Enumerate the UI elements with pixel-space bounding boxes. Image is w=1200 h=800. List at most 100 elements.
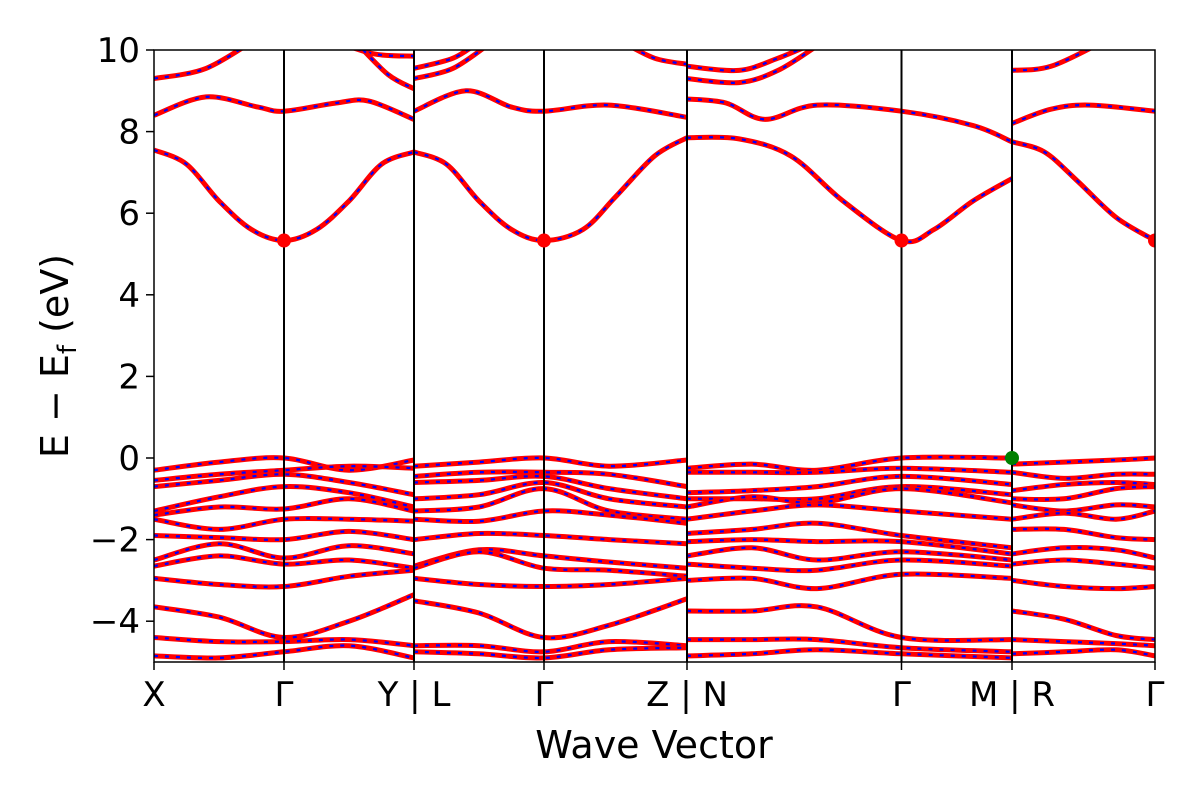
x-tick-label: Γ bbox=[535, 675, 554, 715]
band-line-overlay bbox=[154, 50, 242, 80]
band-line-overlay bbox=[686, 558, 1013, 572]
band-line-overlay bbox=[1011, 481, 1155, 492]
band-line-overlay bbox=[1011, 103, 1155, 125]
band-line-overlay bbox=[1011, 527, 1155, 541]
band-line-overlay bbox=[154, 554, 415, 570]
y-axis-ticks: −4 −2 0 2 4 6 8 10 bbox=[90, 31, 154, 642]
band-line-overlay bbox=[413, 470, 688, 488]
band-line-overlay bbox=[686, 538, 1013, 555]
x-tick-label: Z | N bbox=[646, 675, 728, 715]
band-line bbox=[413, 50, 486, 82]
x-tick-label: Γ bbox=[1146, 675, 1165, 715]
y-tick-label: 2 bbox=[118, 357, 140, 397]
cbm-marker bbox=[277, 233, 291, 248]
band-line bbox=[1011, 608, 1155, 643]
band-line bbox=[631, 50, 688, 67]
band-lines bbox=[154, 50, 1155, 661]
band-line-overlay bbox=[413, 577, 688, 588]
y-tick-label: 10 bbox=[97, 31, 140, 71]
band-line bbox=[413, 508, 688, 526]
band-line-overlay bbox=[1011, 485, 1155, 501]
cbm-marker bbox=[1148, 233, 1155, 248]
band-line-overlay bbox=[1011, 503, 1155, 513]
band-line bbox=[1011, 508, 1155, 522]
x-tick-label: M | R bbox=[969, 675, 1055, 715]
cbm-marker bbox=[537, 233, 551, 248]
band-line-overlay bbox=[154, 517, 415, 531]
y-axis-label-main: E − E bbox=[33, 354, 77, 458]
band-line bbox=[413, 596, 688, 641]
band-line bbox=[1011, 139, 1155, 243]
band-line-overlay bbox=[686, 50, 813, 84]
cbm-marker bbox=[894, 233, 909, 248]
x-axis-label: Wave Vector bbox=[535, 723, 773, 767]
band-line bbox=[686, 502, 1013, 522]
y-tick-label: 0 bbox=[118, 439, 140, 479]
band-line bbox=[1011, 557, 1155, 571]
band-line-overlay bbox=[1011, 648, 1155, 657]
x-tick-label: Γ bbox=[275, 675, 294, 715]
band-line-overlay bbox=[686, 136, 1013, 243]
band-line-overlay bbox=[686, 475, 1013, 494]
band-line-overlay bbox=[687, 637, 1013, 653]
x-axis-ticks: X Γ Y | L Γ Z | N Γ M | R Γ bbox=[142, 662, 1165, 715]
y-tick-label: 8 bbox=[118, 113, 140, 153]
band-line bbox=[351, 50, 415, 59]
y-tick-label: 6 bbox=[118, 194, 140, 234]
band-line-overlay bbox=[686, 572, 1013, 590]
band-line-overlay bbox=[154, 148, 415, 242]
band-line bbox=[413, 88, 688, 120]
band-line-overlay bbox=[686, 503, 1013, 521]
band-line bbox=[154, 50, 244, 82]
band-line-overlay bbox=[1011, 140, 1155, 242]
band-line-overlay bbox=[413, 646, 688, 660]
band-line-overlay bbox=[1011, 509, 1155, 521]
plot-frame bbox=[153, 49, 1156, 663]
band-line bbox=[359, 50, 416, 92]
band-line-overlay bbox=[634, 50, 688, 66]
band-edge-markers bbox=[277, 233, 1155, 465]
x-tick-label: X bbox=[142, 675, 165, 715]
band-line-overlay bbox=[154, 497, 415, 517]
band-line-overlay bbox=[686, 50, 801, 72]
y-axis-label-subscript: f bbox=[53, 344, 83, 354]
band-line-overlay bbox=[686, 648, 1013, 659]
band-line-overlay bbox=[413, 136, 688, 242]
band-line-overlay bbox=[361, 50, 415, 90]
band-line-overlay bbox=[413, 597, 688, 639]
band-line-overlay bbox=[413, 456, 688, 468]
x-tick-label: Γ bbox=[892, 675, 911, 715]
high-symmetry-lines bbox=[283, 50, 1013, 662]
band-line-overlay bbox=[1011, 546, 1155, 560]
band-line-overlay bbox=[686, 546, 1013, 562]
y-axis-label: E − Ef (eV) bbox=[33, 254, 83, 458]
band-line bbox=[1011, 50, 1093, 73]
band-line-overlay bbox=[1011, 638, 1155, 647]
band-line-overlay bbox=[413, 475, 688, 500]
band-line bbox=[686, 520, 1013, 551]
band-line bbox=[413, 50, 472, 71]
band-line-overlay bbox=[686, 604, 1013, 642]
vbm-marker bbox=[1005, 451, 1019, 465]
band-line-overlay bbox=[1011, 558, 1155, 570]
band-line-overlay bbox=[1011, 456, 1155, 466]
band-line bbox=[686, 603, 1013, 644]
band-line-overlay bbox=[413, 509, 688, 525]
band-line bbox=[686, 96, 1014, 145]
band-line-overlay bbox=[413, 532, 688, 545]
band-line-overlay bbox=[413, 481, 688, 509]
y-tick-label: −2 bbox=[90, 521, 140, 561]
y-axis-label-unit: (eV) bbox=[33, 254, 77, 345]
x-tick-label: Y | L bbox=[377, 675, 451, 715]
band-line-overlay bbox=[686, 522, 1013, 549]
band-line bbox=[1011, 102, 1155, 126]
band-line-overlay bbox=[413, 89, 688, 119]
band-line bbox=[686, 134, 1014, 245]
band-line-overlay bbox=[413, 640, 688, 653]
y-tick-label: −4 bbox=[90, 602, 140, 642]
band-line-overlay bbox=[687, 467, 1013, 474]
band-line-overlay bbox=[154, 456, 415, 472]
band-line bbox=[413, 135, 689, 244]
band-line-overlay bbox=[1011, 609, 1155, 641]
